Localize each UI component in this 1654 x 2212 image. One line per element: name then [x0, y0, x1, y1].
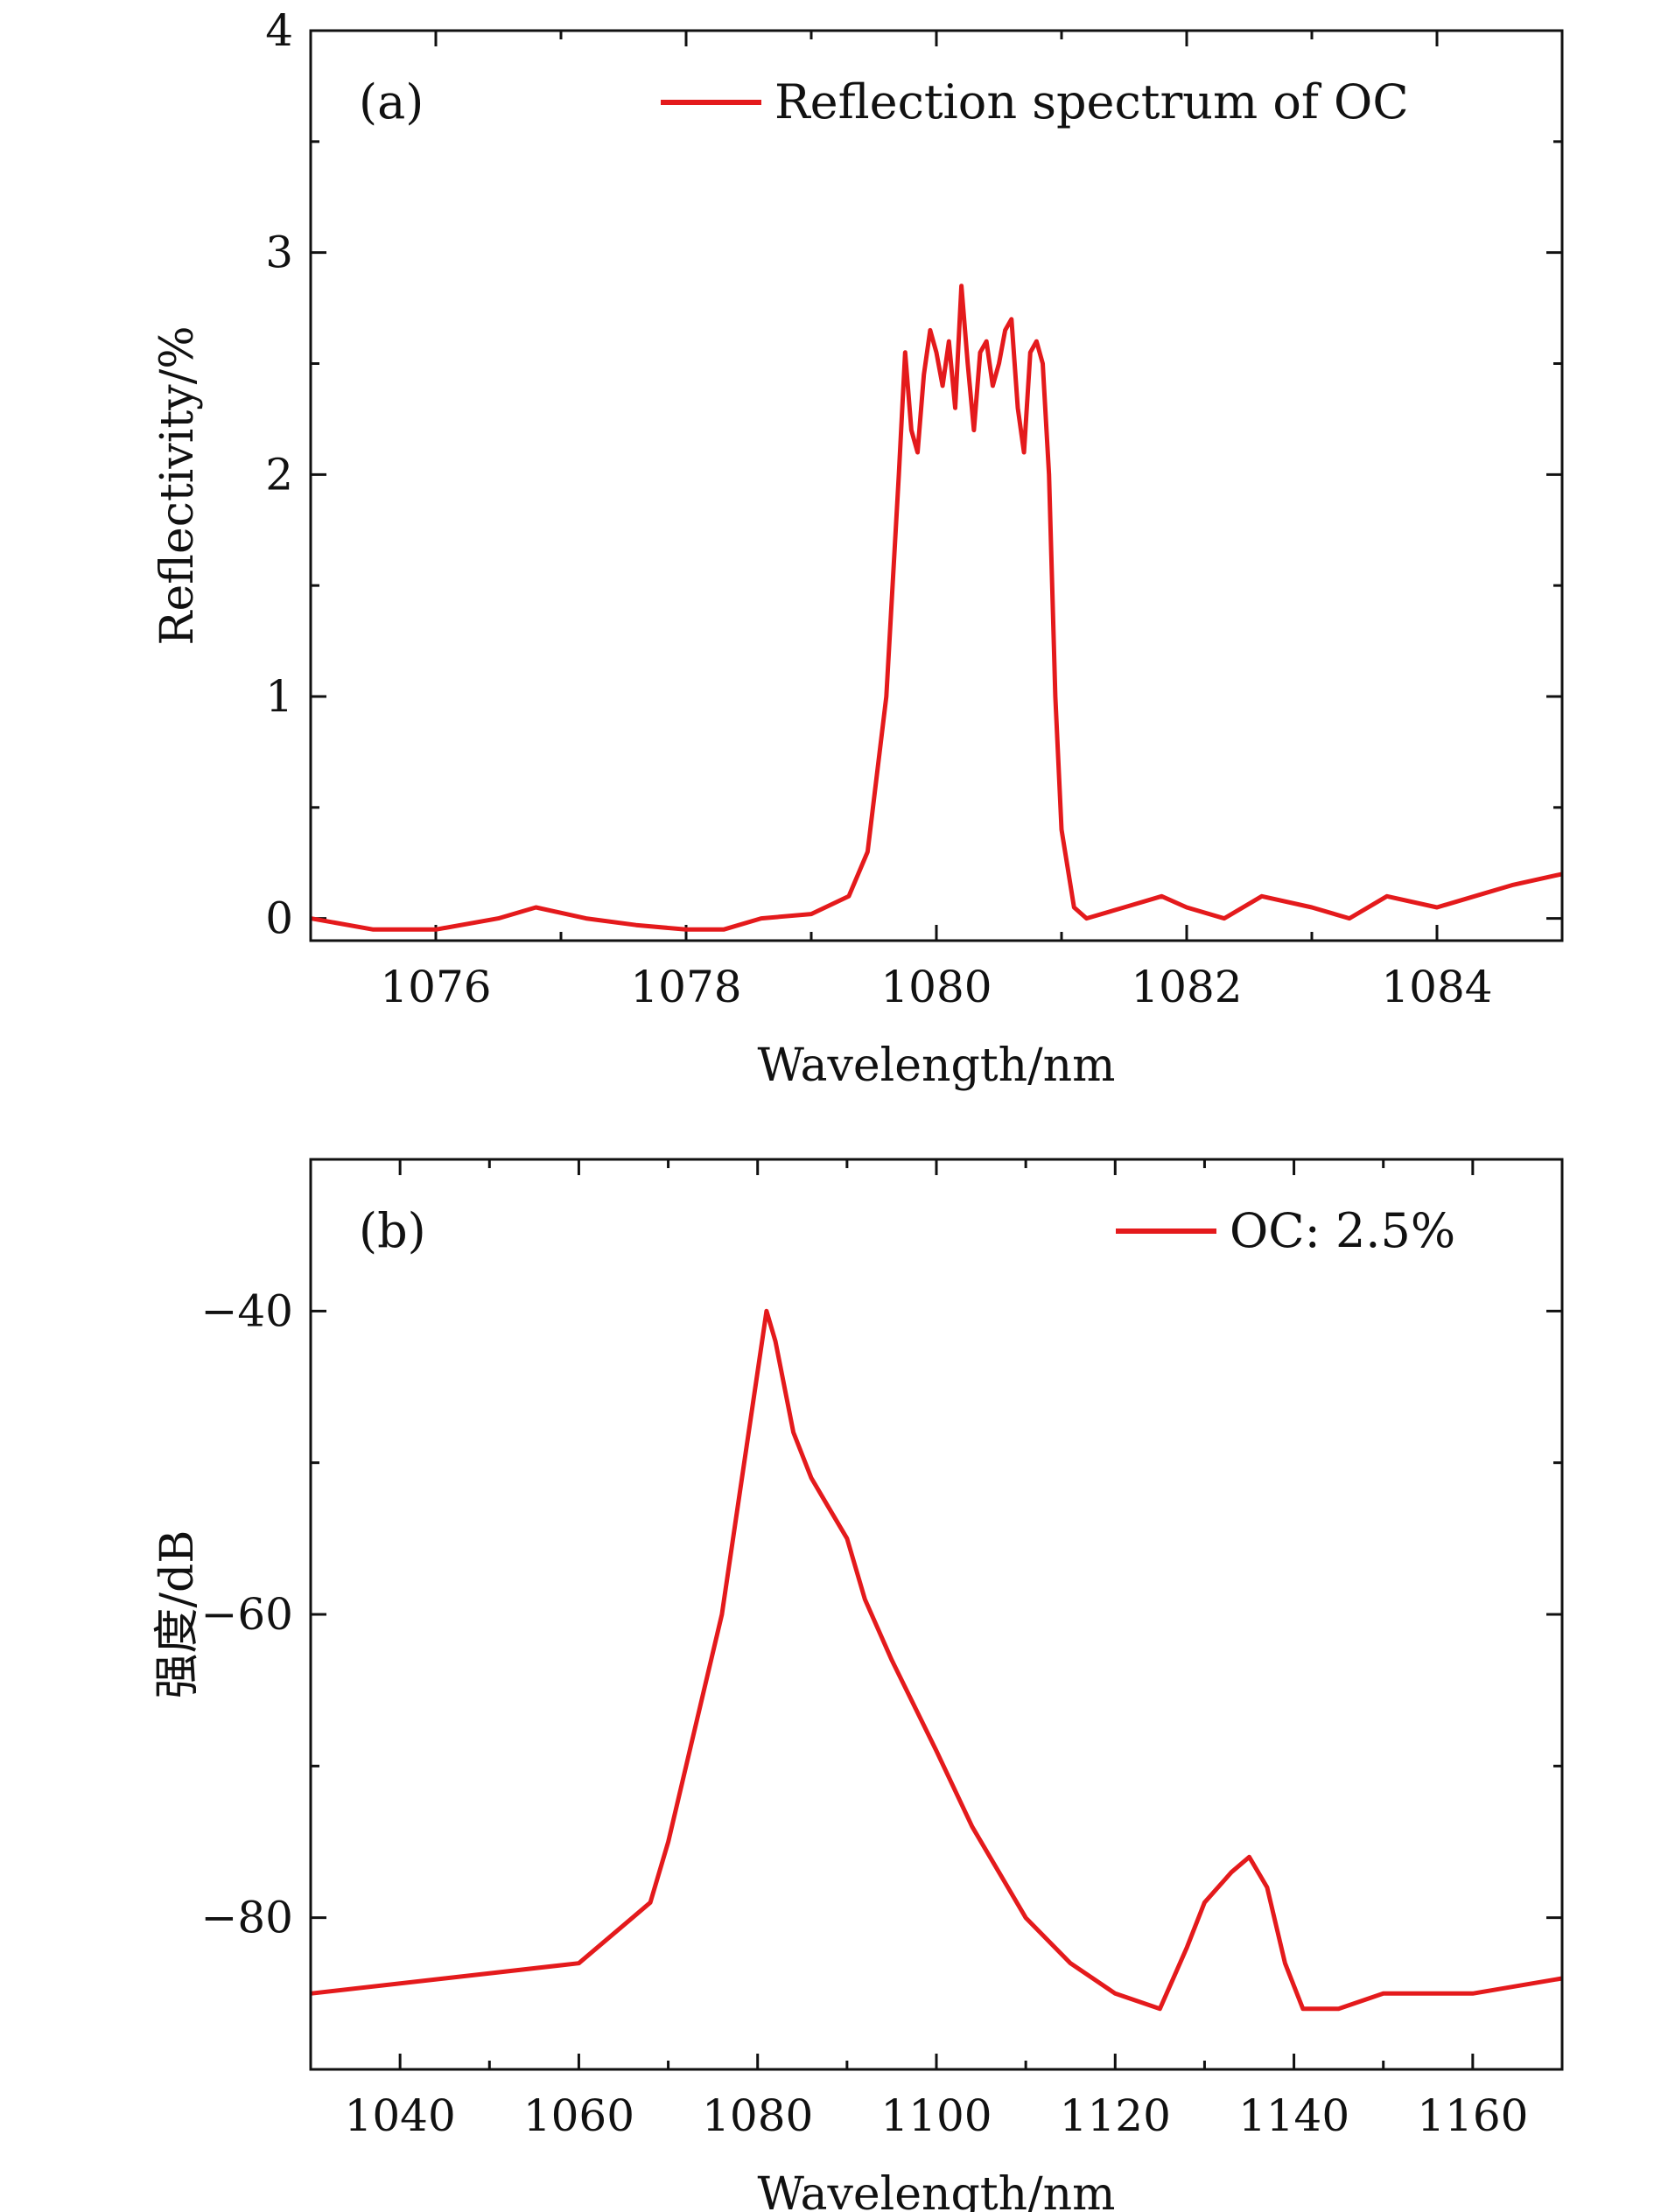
x-tick-label: 1040	[345, 2090, 456, 2141]
chart-panel-b: 1040 1060 1080 1100 1120 1140 1160 −40 −60 −80 (b…	[151, 1158, 1564, 2212]
chart-a-ticks: 1076 1078 1080 1082 1084 0 1 2 3 4	[265, 5, 1564, 1012]
panel-label-a: (a)	[359, 74, 424, 130]
chart-a-series	[310, 284, 1563, 932]
y-tick-label: 3	[265, 228, 293, 278]
x-tick-label: 1082	[1131, 962, 1242, 1012]
y-axis-label-b: 强度/dB	[151, 1530, 204, 1698]
legend-a-label: Reflection spectrum of OC	[774, 74, 1409, 130]
x-tick-label: 1076	[380, 962, 491, 1012]
x-tick-label: 1160	[1417, 2090, 1528, 2141]
y-tick-label: 1	[265, 671, 293, 722]
x-tick-label: 1060	[523, 2090, 634, 2141]
x-tick-label: 1120	[1060, 2090, 1171, 2141]
y-axis-label-a: Reflectivity/%	[151, 326, 204, 645]
y-tick-label: 4	[265, 5, 293, 56]
chart-a-frame	[309, 29, 1564, 942]
x-tick-label: 1080	[880, 962, 992, 1012]
chart-b-series	[310, 1308, 1563, 2012]
y-tick-label: −60	[200, 1589, 293, 1640]
x-tick-label: 1084	[1381, 962, 1492, 1012]
panel-label-b: (b)	[359, 1203, 426, 1258]
y-tick-label: −40	[200, 1285, 293, 1336]
series-line	[310, 1308, 1563, 2012]
series-line	[310, 284, 1563, 932]
chart-panel-a: 1076 1078 1080 1082 1084 0 1 2 3 4 (a) Reflection…	[151, 5, 1564, 1092]
y-tick-label: −80	[200, 1893, 293, 1943]
x-tick-label: 1140	[1238, 2090, 1349, 2141]
x-tick-label: 1100	[880, 2090, 992, 2141]
y-tick-label: 0	[265, 893, 293, 944]
x-tick-label: 1078	[630, 962, 741, 1012]
legend-b-label: OC: 2.5%	[1230, 1203, 1455, 1258]
x-axis-label-b: Wavelength/nm	[758, 2168, 1116, 2212]
x-axis-label-a: Wavelength/nm	[758, 1040, 1116, 1092]
chart-b-ticks: 1040 1060 1080 1100 1120 1140 1160 −40 −60 −80	[200, 1158, 1564, 2141]
chart-b-frame	[309, 1158, 1564, 2071]
y-tick-label: 2	[265, 449, 293, 500]
x-tick-label: 1080	[702, 2090, 813, 2141]
